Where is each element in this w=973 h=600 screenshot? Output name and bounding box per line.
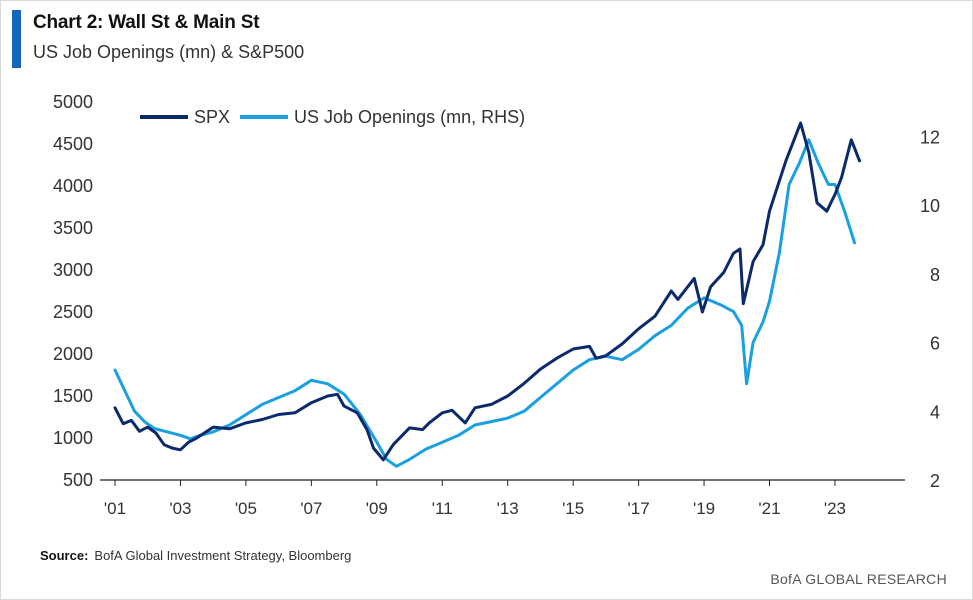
source-note: Source: BofA Global Investment Strategy, … <box>40 548 351 563</box>
series-line-spx <box>113 121 861 462</box>
y-right-tick-label: 6 <box>930 334 940 354</box>
series-line-job-openings <box>113 138 857 468</box>
brand-label: BofA GLOBAL RESEARCH <box>770 571 947 587</box>
source-text: BofA Global Investment Strategy, Bloombe… <box>94 548 352 563</box>
chart-legend: SPX US Job Openings (mn, RHS) <box>140 107 525 127</box>
y-left-tick-label: 4500 <box>53 134 93 154</box>
legend-item-spx-label: SPX <box>194 107 230 127</box>
x-tick-label: '21 <box>758 499 780 518</box>
x-tick-label: '09 <box>366 499 388 518</box>
source-label: Source: <box>40 548 89 563</box>
y-right-tick-label: 8 <box>930 265 940 285</box>
x-tick-label: '05 <box>235 499 257 518</box>
x-tick-label: '11 <box>432 499 453 518</box>
x-tick-label: '17 <box>628 499 650 518</box>
x-tick-label: '15 <box>562 499 584 518</box>
x-tick-label: '03 <box>169 499 191 518</box>
y-left-tick-label: 2500 <box>53 302 93 322</box>
y-left-tick-label: 2000 <box>53 344 93 364</box>
x-tick-label: '13 <box>497 499 519 518</box>
y-right-tick-label: 4 <box>930 402 940 422</box>
legend-item-job-openings-label: US Job Openings (mn, RHS) <box>294 107 525 127</box>
accent-bar <box>12 10 21 68</box>
y-left-tick-label: 1500 <box>53 386 93 406</box>
chart-title: Chart 2: Wall St & Main St <box>33 12 260 33</box>
x-tick-label: '23 <box>824 499 846 518</box>
y-left-tick-label: 4000 <box>53 176 93 196</box>
y-left-tick-label: 3000 <box>53 260 93 280</box>
x-tick-label: '07 <box>300 499 322 518</box>
y-left-tick-label: 1000 <box>53 428 93 448</box>
chart-subtitle: US Job Openings (mn) & S&P500 <box>33 42 305 62</box>
chart-axes: '01 '03 '05 '07 '09 '11 '13 '15 '17 '19 '21 '23 500 1… <box>53 92 940 518</box>
y-right-tick-label: 10 <box>920 196 940 216</box>
series-layer <box>113 121 861 468</box>
x-tick-label: '01 <box>104 499 126 518</box>
y-right-tick-label: 2 <box>930 471 940 491</box>
y-right-tick-label: 12 <box>920 127 940 147</box>
y-left-tick-label: 5000 <box>53 92 93 112</box>
x-tick-label: '19 <box>693 499 715 518</box>
y-left-tick-label: 500 <box>63 470 93 490</box>
y-left-tick-label: 3500 <box>53 218 93 238</box>
